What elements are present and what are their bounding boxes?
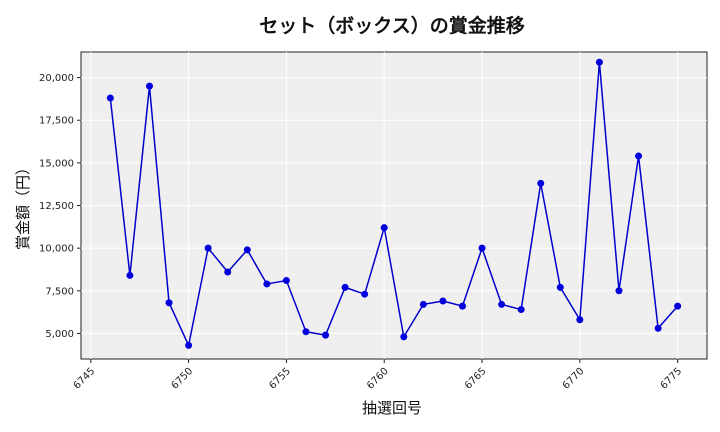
data-point bbox=[615, 287, 623, 295]
data-point bbox=[654, 324, 662, 332]
data-point bbox=[478, 244, 486, 252]
data-point bbox=[224, 268, 232, 276]
data-point bbox=[106, 94, 114, 102]
data-point bbox=[458, 302, 466, 310]
data-point bbox=[204, 244, 212, 252]
data-point bbox=[419, 300, 427, 308]
data-point bbox=[145, 82, 153, 90]
chart-title: セット（ボックス）の賞金推移 bbox=[259, 14, 524, 37]
data-point bbox=[556, 283, 564, 291]
data-point bbox=[341, 283, 349, 291]
data-point bbox=[243, 246, 251, 254]
x-tick-label: 6760 bbox=[365, 366, 391, 392]
data-point bbox=[302, 328, 310, 336]
data-point bbox=[380, 224, 388, 232]
x-tick-label: 6750 bbox=[169, 366, 195, 392]
data-point bbox=[576, 316, 584, 324]
data-point bbox=[282, 277, 290, 285]
y-tick-label: 10,000 bbox=[39, 244, 74, 255]
data-point bbox=[165, 299, 173, 307]
data-point bbox=[400, 333, 408, 341]
x-axis: 6745 6750 6755 6760 6765 6770 6775 bbox=[72, 359, 685, 392]
data-point bbox=[126, 271, 134, 279]
data-point bbox=[361, 290, 369, 298]
x-axis-label: 抽選回号 bbox=[362, 399, 422, 417]
data-point bbox=[322, 331, 330, 339]
x-tick-label: 6755 bbox=[267, 366, 293, 392]
data-point bbox=[635, 152, 643, 160]
data-point bbox=[674, 302, 682, 310]
y-tick-label: 7,500 bbox=[45, 286, 74, 297]
data-point bbox=[439, 297, 447, 305]
series-line bbox=[109, 62, 679, 348]
y-tick-label: 17,500 bbox=[39, 116, 74, 127]
y-tick-label: 15,000 bbox=[39, 158, 74, 169]
data-point bbox=[498, 300, 506, 308]
y-tick-label: 12,500 bbox=[39, 201, 74, 212]
x-tick-label: 6745 bbox=[72, 366, 98, 392]
y-tick-label: 5,000 bbox=[45, 329, 74, 340]
data-point bbox=[595, 58, 603, 66]
y-tick-label: 20,000 bbox=[39, 73, 74, 84]
data-point bbox=[263, 280, 271, 288]
data-point bbox=[537, 179, 545, 187]
x-tick-label: 6770 bbox=[561, 366, 587, 392]
x-tick-label: 6775 bbox=[659, 366, 685, 392]
data-point bbox=[185, 341, 193, 349]
y-axis: 5,000 7,500 10,000 12,500 15,000 17,500 20,000 bbox=[39, 73, 81, 340]
data-point bbox=[517, 306, 525, 314]
x-tick-label: 6765 bbox=[463, 366, 489, 392]
series-layer bbox=[106, 58, 682, 349]
y-axis-label: 賞金額（円） bbox=[14, 160, 32, 250]
